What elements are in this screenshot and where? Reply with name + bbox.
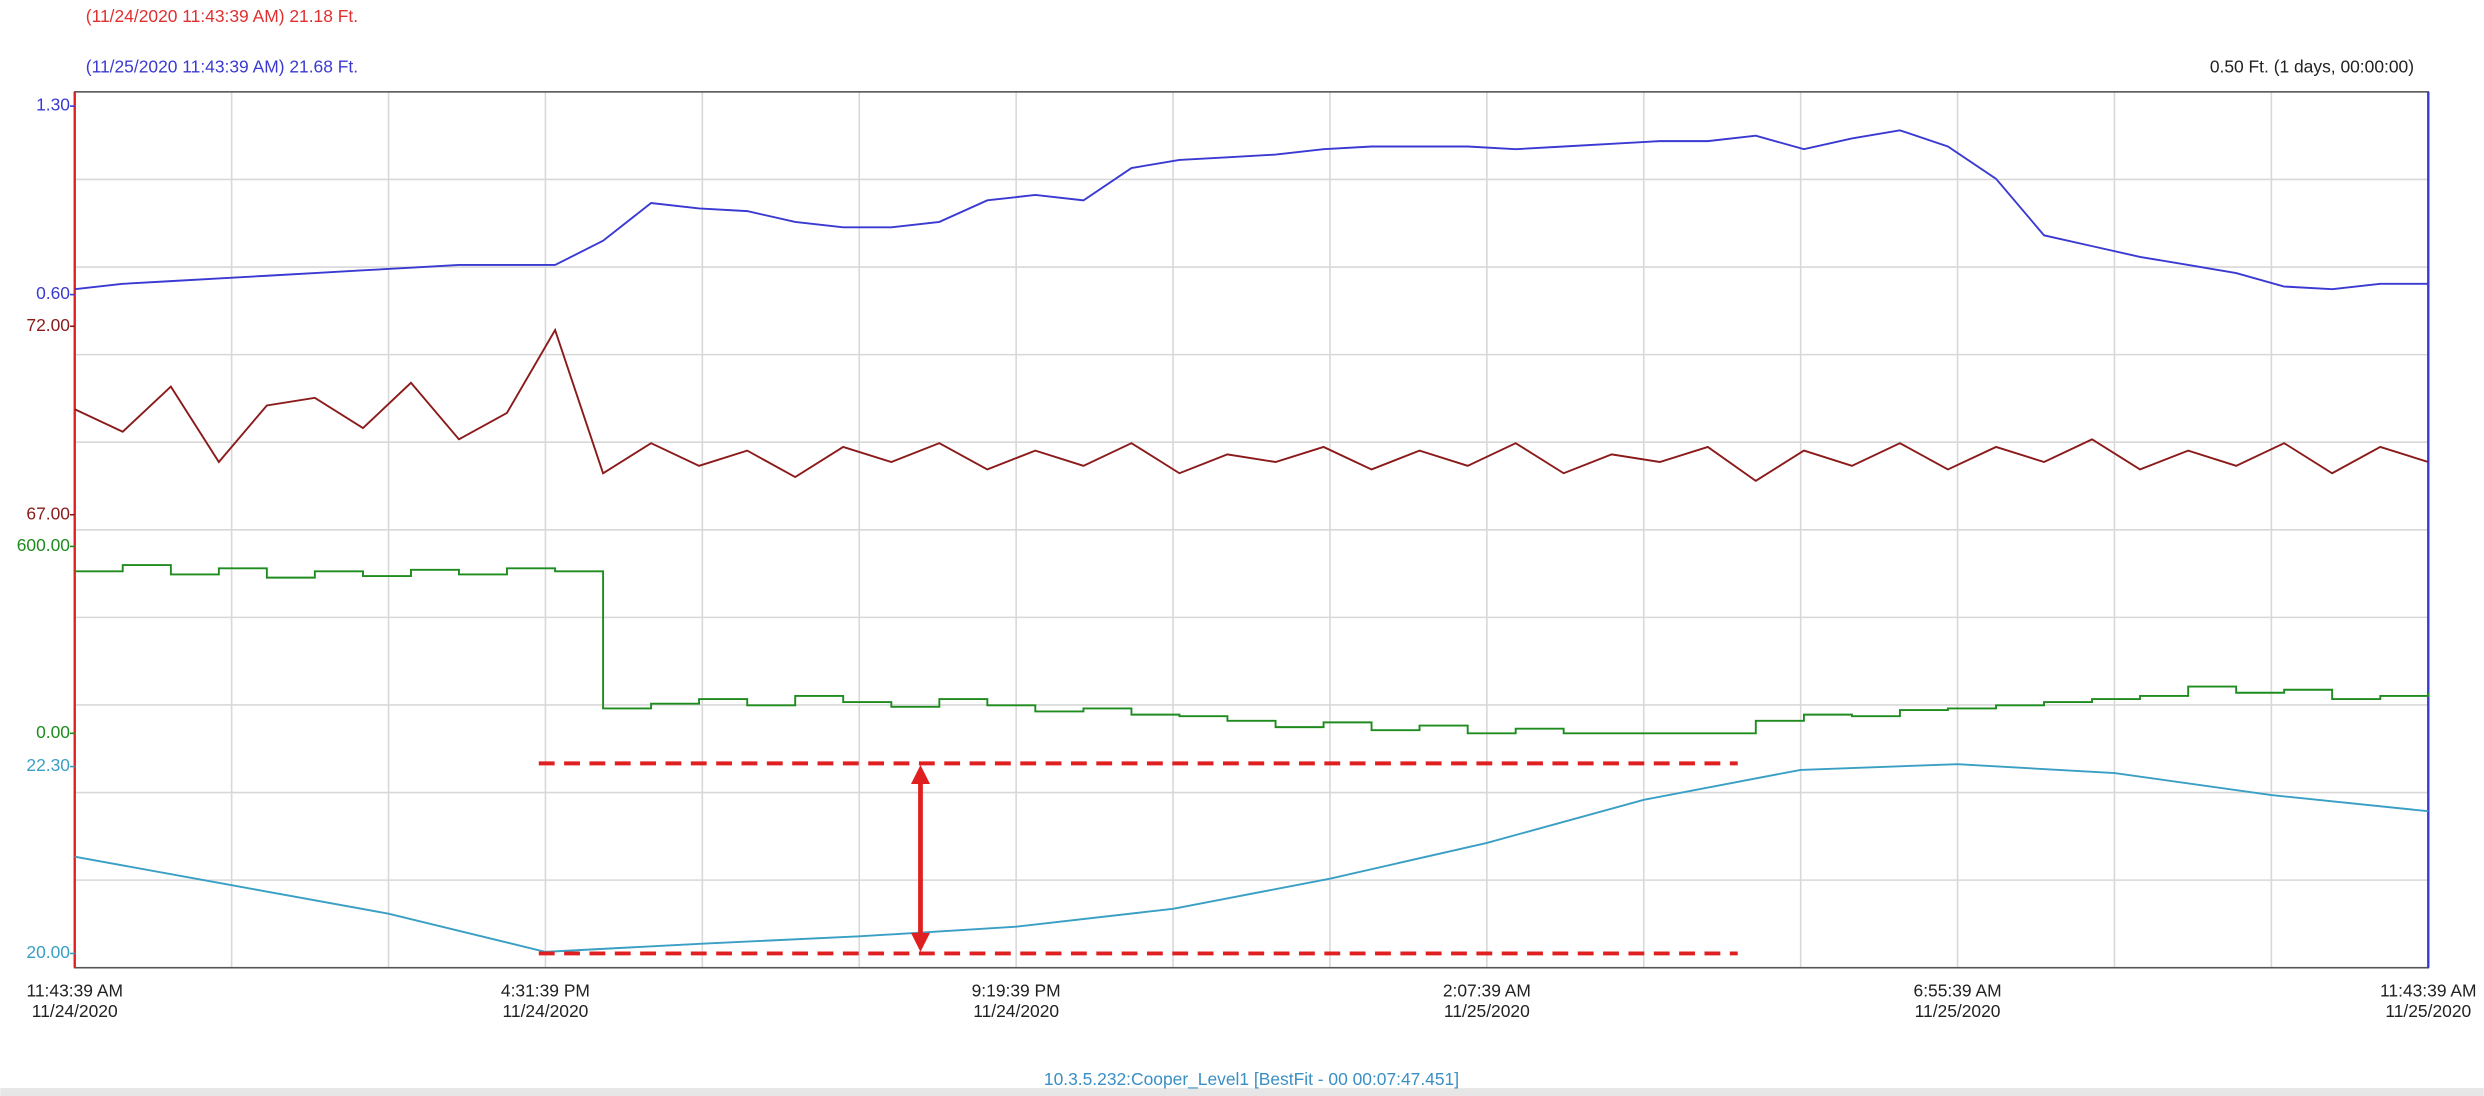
- series-line: [74, 763, 2429, 953]
- x-tick-time: 4:31:39 PM: [501, 980, 590, 1000]
- y-tick-label: 72.00: [26, 315, 70, 335]
- grid: [74, 91, 2429, 968]
- footer-label: 10.3.5.232:Cooper_Level1 [BestFit - 00 0…: [1044, 1069, 1459, 1089]
- y-tick-label: 22.30: [26, 755, 70, 775]
- y-tick-label: 0.60: [36, 283, 70, 303]
- x-tick-time: 2:07:39 AM: [1443, 980, 1531, 1000]
- x-tick-label: 11:43:39 AM 11/25/2020: [2380, 980, 2476, 1021]
- x-tick-label: 9:19:39 PM 11/24/2020: [972, 980, 1061, 1021]
- y-tick-label: 0.00: [36, 722, 70, 742]
- x-tick-label: 11:43:39 AM 11/24/2020: [27, 980, 123, 1021]
- series-layer: [74, 129, 2430, 953]
- y-tick-label: 600.00: [17, 535, 70, 555]
- x-tick-date: 11/25/2020: [2385, 1001, 2471, 1021]
- y-tick-label: 1.30: [36, 95, 70, 115]
- scale-readout: 0.50 Ft. (1 days, 00:00:00): [2210, 57, 2414, 77]
- series-step: [74, 564, 2430, 735]
- x-tick-time: 11:43:39 AM: [27, 980, 123, 1000]
- arrow-head: [910, 764, 930, 784]
- x-tick-label: 6:55:39 AM 11/25/2020: [1914, 980, 2002, 1021]
- x-tick-label: 2:07:39 AM 11/25/2020: [1443, 980, 1531, 1021]
- x-tick-date: 11/24/2020: [973, 1001, 1059, 1021]
- x-tick-time: 6:55:39 AM: [1914, 980, 2002, 1000]
- series-line: [74, 327, 2429, 482]
- annotation: [538, 761, 1738, 956]
- x-tick-label: 4:31:39 PM 11/24/2020: [501, 980, 590, 1021]
- cursor1-readout: (11/24/2020 11:43:39 AM) 21.18 Ft.: [86, 6, 358, 26]
- y-tick-label: 20.00: [26, 942, 70, 962]
- status-bar: [0, 1088, 2484, 1096]
- x-tick-date: 11/24/2020: [32, 1001, 118, 1021]
- series-line: [74, 129, 2429, 291]
- arrow-head: [910, 932, 930, 952]
- x-tick-date: 11/25/2020: [1915, 1001, 2001, 1021]
- x-tick-time: 9:19:39 PM: [972, 980, 1061, 1000]
- y-tick-label: 67.00: [26, 503, 70, 523]
- x-tick-date: 11/25/2020: [1444, 1001, 1530, 1021]
- cursor2-readout: (11/25/2020 11:43:39 AM) 21.68 Ft.: [86, 57, 358, 77]
- x-tick-date: 11/24/2020: [503, 1001, 589, 1021]
- x-tick-time: 11:43:39 AM: [2380, 980, 2476, 1000]
